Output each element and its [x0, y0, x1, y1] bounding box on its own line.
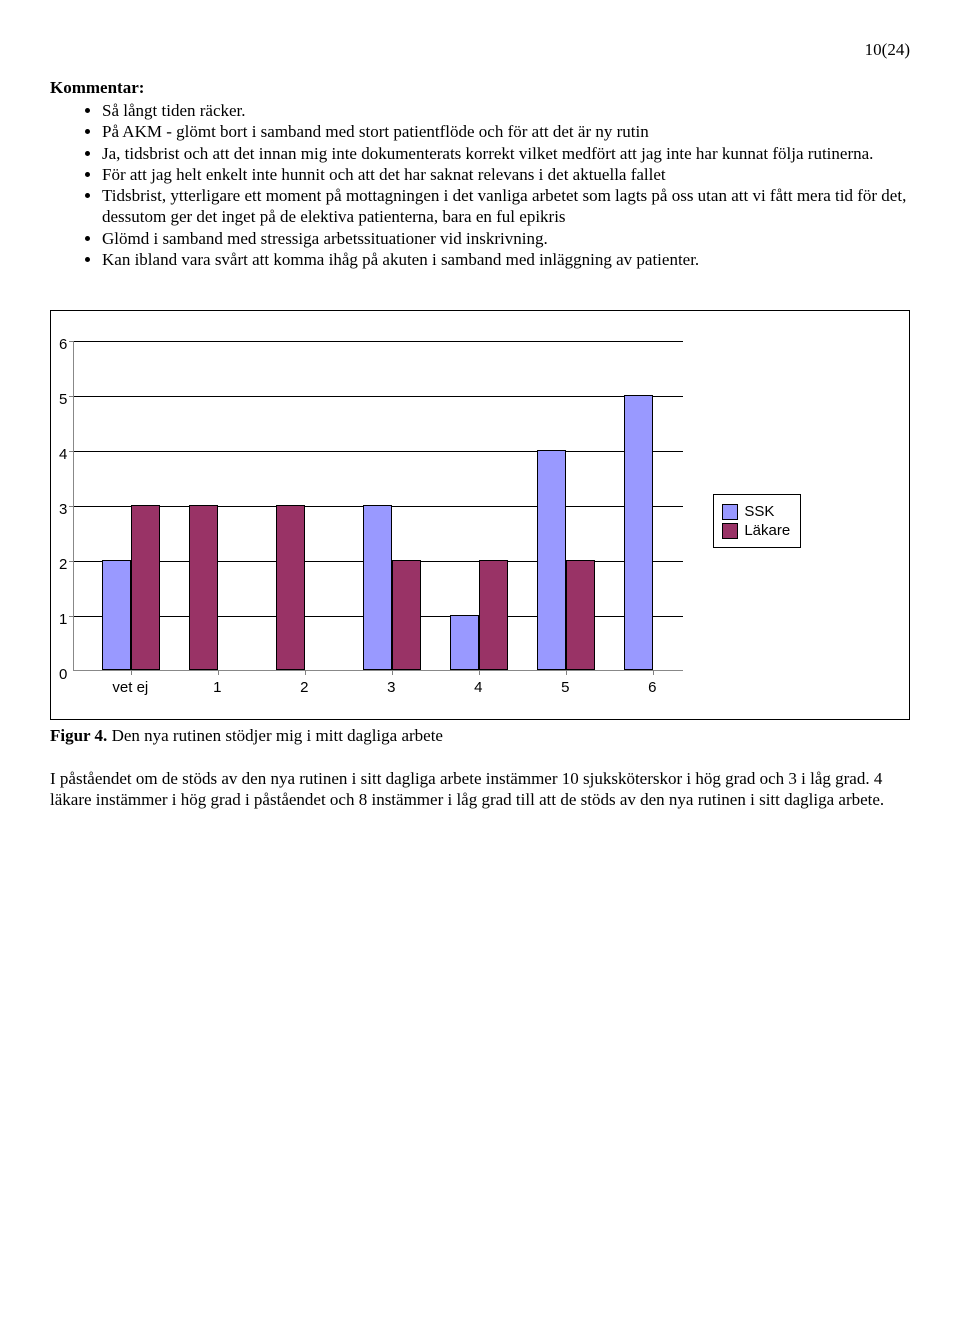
bullet-item: Så långt tiden räcker. — [102, 100, 910, 121]
figure-caption-lead: Figur 4. — [50, 726, 107, 745]
x-axis: vet ej 1 2 3 4 5 6 — [73, 671, 683, 701]
bullet-list: Så långt tiden räcker.På AKM - glömt bor… — [50, 100, 910, 270]
x-tick-label: 2 — [300, 679, 308, 696]
bullet-item: Tidsbrist, ytterligare ett moment på mot… — [102, 185, 910, 228]
bullet-item: Ja, tidsbrist och att det innan mig inte… — [102, 143, 910, 164]
bullet-item: För att jag helt enkelt inte hunnit och … — [102, 164, 910, 185]
x-tick-label: 4 — [474, 679, 482, 696]
bar — [537, 450, 566, 670]
legend-item: SSK — [722, 503, 790, 520]
bar — [566, 560, 595, 670]
figure-caption: Figur 4. Den nya rutinen stödjer mig i m… — [50, 726, 910, 746]
y-tick-mark — [69, 451, 74, 452]
bar — [131, 505, 160, 670]
y-tick-mark — [69, 396, 74, 397]
plot-area — [73, 341, 683, 671]
bar-group — [102, 505, 160, 670]
y-axis: 6543210 — [59, 341, 73, 701]
legend-label: Läkare — [744, 522, 790, 539]
bar — [479, 560, 508, 670]
x-tick-label: 6 — [648, 679, 656, 696]
section-title: Kommentar: — [50, 78, 910, 98]
x-tick-label: 3 — [387, 679, 395, 696]
page-number: 10(24) — [50, 40, 910, 60]
legend-swatch — [722, 523, 738, 539]
bar — [189, 505, 218, 670]
bar-group — [363, 505, 421, 670]
bar-group — [624, 395, 653, 670]
bar-group — [189, 505, 218, 670]
legend-item: Läkare — [722, 522, 790, 539]
y-tick-mark — [69, 561, 74, 562]
bar — [363, 505, 392, 670]
bar — [276, 505, 305, 670]
chart-container: 6543210 vet ej 1 2 3 4 5 6 SSK Läkare — [50, 310, 910, 720]
bar-group — [276, 505, 305, 670]
grid-line — [74, 341, 683, 342]
x-tick-label: 5 — [561, 679, 569, 696]
legend-label: SSK — [744, 503, 774, 520]
y-tick-mark — [69, 341, 74, 342]
bar — [450, 615, 479, 670]
bar — [624, 395, 653, 670]
x-tick-label: 1 — [213, 679, 221, 696]
bullet-item: Glömd i samband med stressiga arbetssitu… — [102, 228, 910, 249]
legend-swatch — [722, 504, 738, 520]
legend: SSK Läkare — [713, 494, 801, 548]
body-paragraph: I påståendet om de stöds av den nya ruti… — [50, 768, 910, 811]
grid-line — [74, 396, 683, 397]
bar-group — [537, 450, 595, 670]
bar — [102, 560, 131, 670]
y-tick-mark — [69, 506, 74, 507]
bullet-item: Kan ibland vara svårt att komma ihåg på … — [102, 249, 910, 270]
y-tick-mark — [69, 616, 74, 617]
bullet-item: På AKM - glömt bort i samband med stort … — [102, 121, 910, 142]
x-tick-label: vet ej — [112, 679, 148, 696]
bar — [392, 560, 421, 670]
figure-caption-text: Den nya rutinen stödjer mig i mitt dagli… — [107, 726, 443, 745]
bar-group — [450, 560, 508, 670]
